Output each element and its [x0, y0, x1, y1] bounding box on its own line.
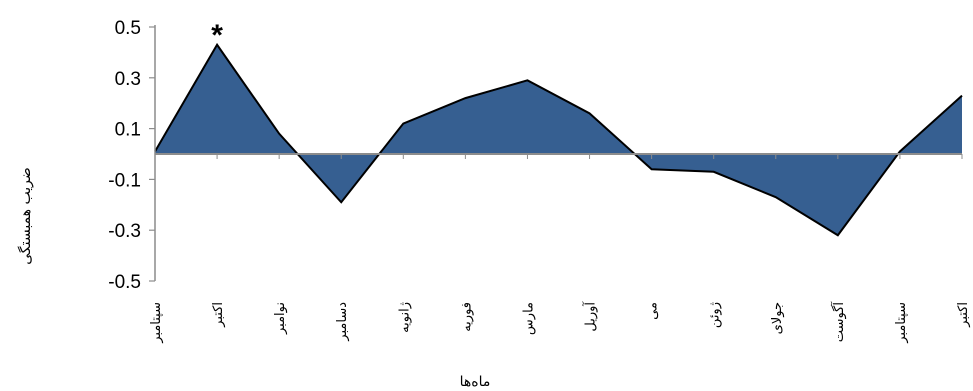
x-category-label: فوریه — [459, 302, 474, 332]
x-axis-category-labels: سپتامبر اکتبر نوامبر دسامبر ژانویه فوریه مارس آ… — [149, 301, 971, 344]
x-category-label: ژانویه — [397, 302, 412, 333]
x-category-label: جولای — [770, 302, 785, 334]
y-tick-label: -0.1 — [108, 170, 141, 191]
y-tick-label: 0.3 — [115, 69, 141, 90]
area-fill — [155, 44, 962, 236]
y-tick-label: 0.1 — [115, 120, 141, 141]
annotations: * — [211, 19, 223, 52]
series-line — [154, 42, 963, 237]
y-tick-label: -0.5 — [108, 272, 141, 293]
y-axis-ticks: 0.5 0.3 0.1 -0.1 -0.3 -0.5 — [108, 18, 155, 293]
y-tick-label: -0.3 — [108, 221, 141, 242]
x-category-label: ژوئن — [708, 302, 723, 328]
area-series — [154, 42, 963, 237]
x-category-label: سپتامبر — [149, 302, 164, 344]
x-category-label: مارس — [521, 302, 536, 335]
axes — [154, 25, 963, 281]
x-category-label: آگوست — [830, 301, 847, 343]
x-axis-title: ماه‌ها — [460, 374, 491, 390]
x-category-label: آوریل — [582, 301, 599, 332]
y-axis-title: ضریب همبستگی — [17, 167, 34, 265]
x-category-label: می — [646, 302, 661, 320]
x-category-label: اکتبر — [211, 302, 226, 328]
y-tick-label: 0.5 — [115, 18, 141, 39]
x-category-label: دسامبر — [335, 302, 350, 342]
significance-asterisk: * — [211, 19, 223, 52]
x-category-label: نوامبر — [273, 302, 288, 335]
x-category-label: سپتامبر — [894, 302, 909, 344]
x-category-label: اکتبر — [956, 302, 971, 328]
